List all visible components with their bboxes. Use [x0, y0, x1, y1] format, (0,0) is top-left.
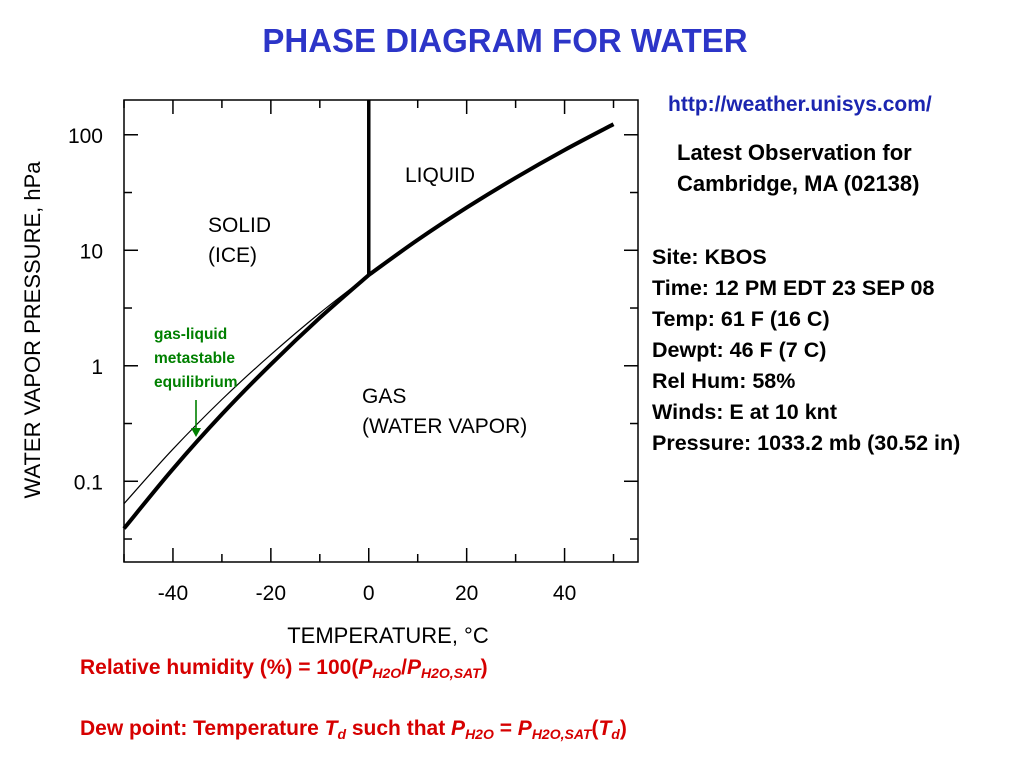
- region-water-vapor: (WATER VAPOR): [362, 415, 527, 438]
- dew-t-sub: d: [337, 726, 347, 742]
- dew-paren-open: (: [591, 717, 599, 740]
- metastable-curve: [123, 274, 370, 505]
- x-tick-label: 0: [363, 582, 375, 605]
- sublimation-curve: [122, 273, 371, 530]
- plot-frame: [123, 99, 639, 563]
- observation-temp: Temp: 61 F (16 C): [652, 307, 830, 331]
- x-axis-label: TEMPERATURE, °C: [287, 623, 489, 648]
- region-gas: GAS: [362, 385, 406, 408]
- annotation-line3: equilibrium: [154, 374, 238, 391]
- dew-t: T: [324, 717, 338, 740]
- rh-p2: P: [407, 656, 422, 679]
- x-tick-label: -20: [256, 582, 286, 605]
- vaporization-curve: [367, 122, 615, 277]
- relative-humidity-formula: Relative humidity (%) = 100(PH2O/PH2O,SA…: [80, 656, 488, 681]
- dew-point-formula: Dew point: Temperature Td such that PH2O…: [80, 717, 627, 742]
- rh-prefix: Relative humidity (%) = 100(: [80, 656, 359, 679]
- y-tick-label: 1: [91, 356, 103, 379]
- y-axis-label: WATER VAPOR PRESSURE, hPa: [20, 161, 45, 499]
- observation-pressure: Pressure: 1033.2 mb (30.52 in): [652, 431, 961, 455]
- dew-p1-sub: H2O: [465, 726, 494, 742]
- annotation-line1: gas-liquid: [154, 326, 227, 343]
- x-tick-label: -40: [158, 582, 188, 605]
- rh-p1: P: [358, 656, 373, 679]
- observation-rel-hum: Rel Hum: 58%: [652, 369, 796, 393]
- annotation-arrow-head: [191, 428, 201, 437]
- y-tick-labels: 100 10 1 0.1: [68, 125, 103, 494]
- y-tick-label: 10: [80, 240, 103, 263]
- dew-t2-sub: d: [611, 726, 620, 742]
- y-tick-label: 0.1: [74, 471, 103, 494]
- x-tick-labels: -40 -20 0 20 40: [158, 582, 576, 605]
- observation-winds: Winds: E at 10 knt: [652, 400, 837, 424]
- region-solid: SOLID: [208, 214, 271, 237]
- observation-time: Time: 12 PM EDT 23 SEP 08: [652, 276, 935, 300]
- dew-p2-sub: H2O,SAT: [531, 726, 592, 742]
- rh-close: ): [480, 656, 488, 679]
- region-ice: (ICE): [208, 244, 257, 267]
- dew-p1: P: [451, 717, 466, 740]
- source-url: http://weather.unisys.com/: [668, 93, 932, 116]
- observation-heading-line2: Cambridge, MA (02138): [677, 171, 920, 196]
- rh-p1-sub: H2O: [372, 665, 402, 681]
- observation-heading: Latest Observation for Cambridge, MA (02…: [677, 137, 919, 199]
- phase-diagram: 100 10 1 0.1 -40 -20 0 20 40 WATER VAPOR PRESSU…: [20, 99, 639, 648]
- x-tick-label: 40: [553, 582, 576, 605]
- dew-mid: such that: [346, 717, 452, 740]
- observation-list: Site: KBOS Time: 12 PM EDT 23 SEP 08 Tem…: [652, 242, 1002, 459]
- rh-slash: /: [401, 656, 407, 679]
- annotation-line2: metastable: [154, 350, 235, 367]
- x-tick-label: 20: [455, 582, 478, 605]
- observation-site: Site: KBOS: [652, 245, 767, 269]
- dew-prefix: Dew point: Temperature: [80, 717, 325, 740]
- dew-eq: =: [493, 717, 518, 740]
- dew-p2: P: [517, 717, 532, 740]
- page-title: PHASE DIAGRAM FOR WATER: [262, 22, 748, 59]
- axis-ticks: [123, 100, 638, 562]
- y-tick-label: 100: [68, 125, 103, 148]
- dew-t2: T: [598, 717, 612, 740]
- rh-p2-sub: H2O,SAT: [421, 665, 481, 681]
- observation-heading-line1: Latest Observation for: [677, 140, 912, 165]
- observation-dewpoint: Dewpt: 46 F (7 C): [652, 338, 827, 362]
- dew-paren-close: ): [619, 717, 627, 740]
- region-liquid: LIQUID: [405, 164, 475, 187]
